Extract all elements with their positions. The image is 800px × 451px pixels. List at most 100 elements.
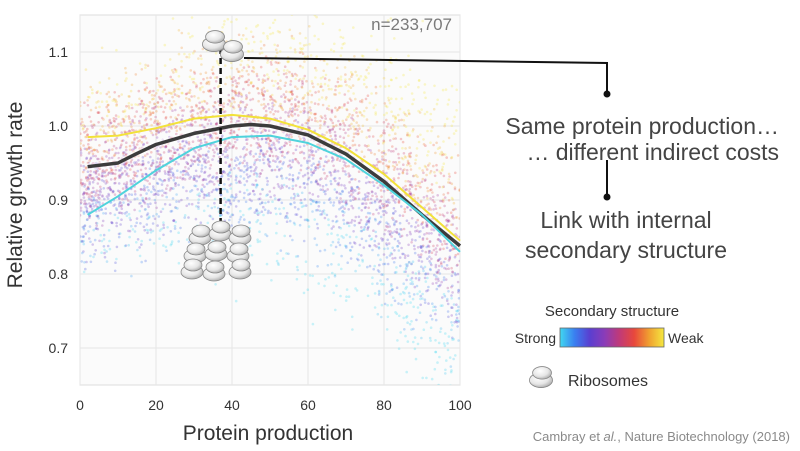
scatter-point [279, 79, 282, 82]
scatter-point [84, 135, 87, 139]
scatter-point [419, 199, 423, 203]
scatter-point [152, 242, 156, 245]
scatter-point [212, 175, 215, 178]
y-tick-label: 0.9 [49, 192, 69, 208]
scatter-point [406, 133, 409, 137]
scatter-point [254, 171, 257, 175]
scatter-point [96, 182, 100, 185]
scatter-point [423, 112, 427, 116]
scatter-point [158, 237, 161, 240]
scatter-point [204, 158, 207, 162]
scatter-point [412, 174, 416, 178]
scatter-point [275, 139, 279, 142]
scatter-point [96, 215, 99, 218]
scatter-point [229, 187, 232, 190]
scatter-point [156, 224, 159, 227]
scatter-point [262, 154, 265, 157]
scatter-point [248, 221, 251, 224]
scatter-point [92, 199, 95, 202]
scatter-point [336, 156, 340, 160]
scatter-point [105, 168, 108, 172]
scatter-point [149, 113, 153, 116]
scatter-point [354, 269, 357, 273]
scatter-point [326, 125, 330, 129]
scatter-point [327, 198, 331, 201]
scatter-point [235, 156, 238, 159]
scatter-point [310, 80, 314, 83]
scatter-point [175, 193, 178, 196]
scatter-point [88, 174, 92, 177]
scatter-point [145, 122, 149, 126]
scatter-point [126, 199, 130, 202]
scatter-point [278, 147, 282, 151]
scatter-point [351, 165, 355, 168]
scatter-point [442, 140, 445, 143]
scatter-point [224, 116, 227, 119]
scatter-point [95, 148, 98, 152]
scatter-point [311, 193, 315, 196]
scatter-point [326, 263, 330, 267]
scatter-point [155, 206, 158, 210]
scatter-point [215, 59, 219, 63]
scatter-point [119, 223, 122, 226]
scatter-point [385, 171, 388, 175]
scatter-point [112, 204, 115, 207]
scatter-point [369, 149, 372, 152]
scatter-point [318, 98, 321, 101]
scatter-point [133, 133, 136, 137]
scatter-point [303, 181, 306, 185]
scatter-point [143, 127, 147, 130]
scatter-point [83, 202, 86, 206]
scatter-point [135, 161, 138, 164]
scatter-point [98, 239, 101, 243]
scatter-point [348, 77, 351, 81]
scatter-point [211, 8, 214, 11]
scatter-point [294, 157, 297, 161]
scatter-point [160, 85, 163, 88]
scatter-point [427, 202, 430, 206]
scatter-point [164, 145, 168, 149]
scatter-point [80, 132, 82, 135]
scatter-point [128, 229, 132, 233]
x-tick-label: 60 [300, 397, 316, 413]
scatter-point [359, 111, 362, 114]
scatter-point [394, 220, 397, 223]
scatter-point [219, 143, 222, 147]
scatter-point [297, 194, 300, 197]
scatter-point [445, 117, 449, 121]
scatter-point [239, 101, 242, 104]
scatter-point [244, 138, 248, 141]
scatter-point [173, 81, 177, 85]
scatter-point [158, 153, 161, 156]
scatter-point [295, 277, 299, 281]
scatter-point [81, 235, 85, 239]
scatter-point [299, 47, 302, 50]
scatter-point [180, 31, 184, 35]
scatter-point [203, 159, 206, 163]
scatter-point [345, 288, 349, 291]
scatter-point [308, 153, 312, 157]
scatter-point [94, 169, 98, 173]
scatter-point [255, 183, 259, 187]
scatter-point [226, 198, 229, 202]
scatter-point [405, 315, 409, 318]
scatter-point [121, 152, 125, 155]
scatter-point [445, 267, 448, 271]
scatter-point [230, 131, 233, 135]
scatter-point [320, 212, 324, 216]
scatter-point [300, 48, 303, 51]
scatter-point [342, 160, 345, 163]
scatter-point [81, 160, 85, 164]
scatter-point [447, 335, 451, 338]
scatter-point [261, 188, 264, 191]
scatter-point [323, 77, 327, 80]
scatter-point [409, 168, 413, 171]
scatter-point [211, 148, 215, 152]
scatter-point [188, 123, 192, 127]
scatter-point [402, 152, 406, 155]
scatter-point [269, 98, 272, 102]
scatter-point [408, 154, 412, 158]
scatter-point [198, 124, 202, 127]
scatter-point [149, 112, 153, 115]
scatter-point [335, 158, 339, 162]
